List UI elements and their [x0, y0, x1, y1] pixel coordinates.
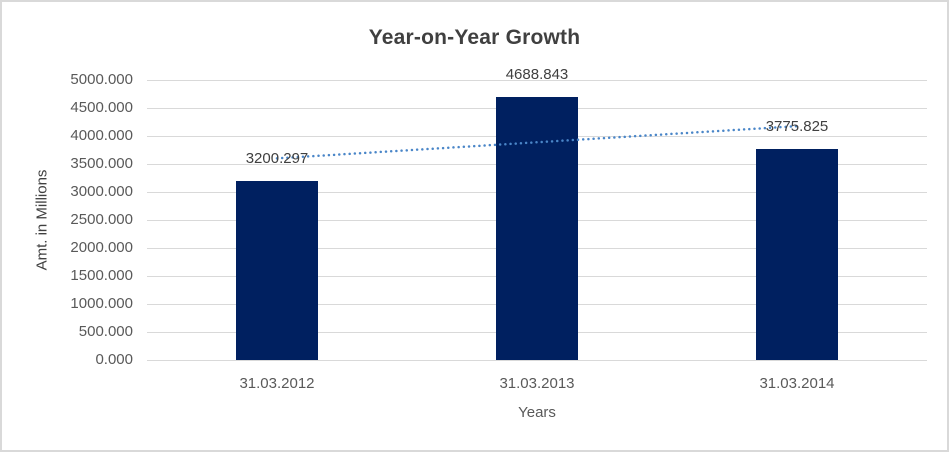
gridline [147, 79, 927, 81]
y-tick-label: 4500.000 [70, 99, 133, 116]
bar-0 [236, 180, 318, 360]
x-axis-title: Years [518, 404, 556, 421]
gridline [147, 359, 927, 361]
x-tick-label: 31.03.2012 [239, 375, 315, 392]
chart-title: Year-on-Year Growth [368, 26, 581, 49]
y-tick-label: 500.000 [78, 323, 133, 340]
y-tick-label: 5000.000 [70, 71, 133, 88]
bar-value-label: 3775.825 [765, 117, 829, 135]
y-tick-label: 2000.000 [70, 239, 133, 256]
y-tick-label: 2500.000 [70, 211, 133, 228]
x-tick-label: 31.03.2014 [759, 375, 835, 392]
x-tick-label: 31.03.2013 [499, 375, 575, 392]
y-tick-label: 3000.000 [70, 183, 133, 200]
y-tick-label: 3500.000 [70, 155, 133, 172]
bar-value-label: 4688.843 [505, 66, 569, 84]
y-tick-label: 1000.000 [70, 295, 133, 312]
y-tick-label: 4000.000 [70, 127, 133, 144]
y-tick-label: 0.000 [95, 351, 133, 368]
y-tick-label: 1500.000 [70, 267, 133, 284]
bar-value-label: 3200.297 [245, 149, 309, 167]
bar-2 [756, 148, 838, 360]
bar-1 [496, 97, 578, 360]
